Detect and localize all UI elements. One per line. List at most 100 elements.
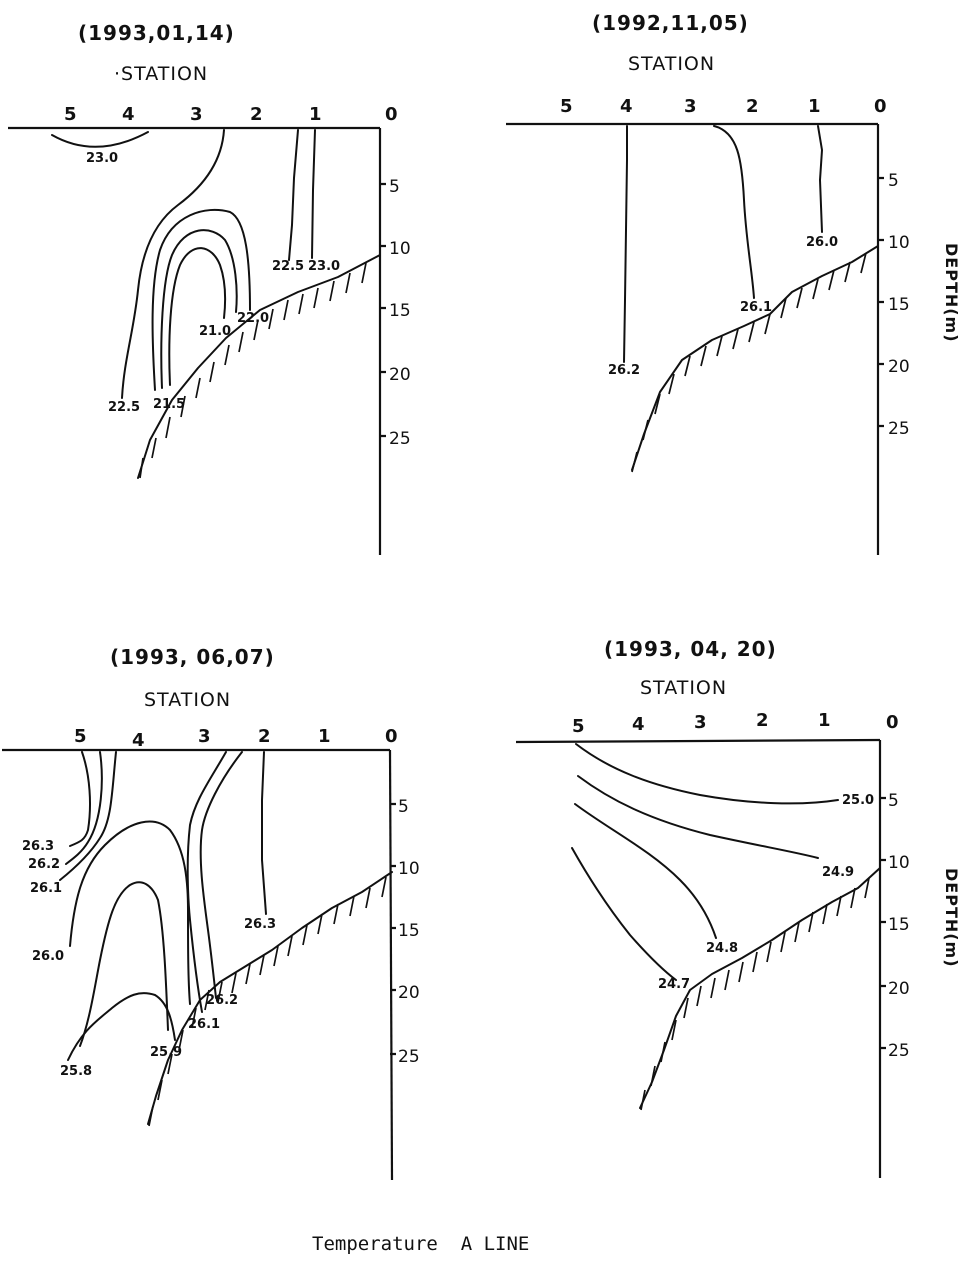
panel-date: (1992,11,05) <box>592 11 749 35</box>
station-tick-2: 2 <box>258 726 271 747</box>
depth-tick-labels: 5 10 15 20 25 <box>888 171 910 439</box>
station-tick-3: 3 <box>694 712 707 733</box>
isotherm-label: 26.1 <box>30 881 62 896</box>
isotherm-line-24-9 <box>578 776 818 858</box>
station-label: STATION <box>144 689 231 711</box>
station-tick-4: 4 <box>132 730 145 751</box>
isotherm-labels: 26.0 26.1 26.2 <box>608 235 838 378</box>
isotherm-label: 25.0 <box>842 793 874 808</box>
isotherm-lines <box>572 744 838 980</box>
station-tick-5: 5 <box>64 104 77 125</box>
station-tick-5: 5 <box>74 726 87 747</box>
station-tick-0: 0 <box>874 96 887 117</box>
panel-1992-11-05: (1992,11,05) STATION 5 4 3 2 1 0 5 10 15… <box>506 11 961 555</box>
depth-tick-5: 5 <box>888 171 899 191</box>
isotherm-label: 24.8 <box>706 941 738 956</box>
isotherm-label: 25.8 <box>60 1064 92 1079</box>
panel-date: (1993,01,14) <box>78 21 235 45</box>
depth-tick-labels: 5 10 15 20 25 <box>398 797 420 1067</box>
isotherm-line-26-1 <box>714 126 754 298</box>
isotherm-label: 23.0 <box>308 259 340 274</box>
isotherm-line-25-0 <box>576 744 838 803</box>
isotherm-label: 22.0 <box>237 311 269 326</box>
depth-tick-15: 15 <box>398 921 420 941</box>
station-tick-4: 4 <box>620 96 633 117</box>
seabed-hatching <box>641 878 869 1110</box>
isotherm-line-22-5-right <box>289 130 298 260</box>
isotherm-label: 26.3 <box>22 839 54 854</box>
depth-tick-25: 25 <box>389 429 411 449</box>
isotherm-line-23-0-right <box>312 130 315 258</box>
depth-tick-10: 10 <box>888 853 910 873</box>
isotherm-line-26-0 <box>70 822 190 1004</box>
depth-tick-20: 20 <box>398 983 420 1003</box>
depth-axis-label: DEPTH(m) <box>942 243 961 343</box>
depth-tick-25: 25 <box>888 419 910 439</box>
panel-1993-04-20: (1993, 04, 20) STATION 5 4 3 2 1 0 5 10 … <box>516 637 961 1178</box>
depth-tick-25: 25 <box>398 1047 420 1067</box>
depth-tick-5: 5 <box>888 791 899 811</box>
station-tick-5: 5 <box>572 716 585 737</box>
station-tick-5: 5 <box>560 96 573 117</box>
isotherm-label: 22.5 <box>272 259 304 274</box>
station-tick-labels: 5 4 3 2 1 0 <box>560 96 887 117</box>
station-tick-3: 3 <box>190 104 203 125</box>
seabed-profile <box>148 872 392 1124</box>
isotherm-label: 26.1 <box>188 1017 220 1032</box>
station-tick-labels: 5 4 3 2 1 0 <box>64 104 398 125</box>
depth-tick-20: 20 <box>888 357 910 377</box>
seabed-hatching <box>632 253 866 472</box>
depth-tick-10: 10 <box>389 239 411 259</box>
isotherm-line-26-2 <box>624 126 627 362</box>
station-tick-3: 3 <box>198 726 211 747</box>
surface-axis <box>516 740 880 742</box>
depth-tick-labels: 5 10 15 20 25 <box>888 791 910 1061</box>
depth-tick-labels: 5 10 15 20 25 <box>389 177 411 449</box>
station-tick-4: 4 <box>632 714 645 735</box>
isotherm-label: 22.5 <box>108 400 140 415</box>
figure-caption: Temperature A LINE <box>312 1233 529 1255</box>
isotherm-line-24-8 <box>575 804 716 938</box>
depth-tick-10: 10 <box>398 859 420 879</box>
isotherm-label: 26.3 <box>244 917 276 932</box>
station-tick-1: 1 <box>808 96 821 117</box>
depth-tick-20: 20 <box>389 365 411 385</box>
isotherm-line-26-2-left <box>66 752 102 864</box>
seabed-hatching <box>149 877 386 1126</box>
isotherm-line-26-1-right <box>188 752 226 1012</box>
isotherm-line-22-0 <box>153 210 250 390</box>
panel-1993-06-07: (1993, 06,07) STATION 5 4 3 2 1 0 5 10 1… <box>2 645 420 1180</box>
depth-tick-15: 15 <box>888 295 910 315</box>
isotherm-line-26-3-left <box>70 752 90 846</box>
station-tick-2: 2 <box>746 96 759 117</box>
seabed-hatching <box>140 263 366 478</box>
isotherm-label: 21.5 <box>153 397 185 412</box>
station-tick-0: 0 <box>886 712 899 733</box>
isotherm-line-25-9 <box>80 882 168 1046</box>
panel-date: (1993, 06,07) <box>110 645 275 669</box>
station-label: ·STATION <box>114 63 208 85</box>
isotherm-lines <box>624 126 822 362</box>
isotherm-label: 23.0 <box>86 151 118 166</box>
station-tick-3: 3 <box>684 96 697 117</box>
isotherm-label: 26.0 <box>806 235 838 250</box>
isotherm-line-26-0 <box>818 126 822 232</box>
station-tick-2: 2 <box>756 710 769 731</box>
depth-axis <box>390 750 392 1180</box>
panel-1993-01-14: (1993,01,14) ·STATION 5 4 3 2 1 0 5 10 1… <box>8 21 411 555</box>
seabed-profile <box>632 246 878 470</box>
station-tick-0: 0 <box>385 104 398 125</box>
isotherm-label: 26.2 <box>28 857 60 872</box>
depth-tick-5: 5 <box>398 797 409 817</box>
isotherm-label: 26.0 <box>32 949 64 964</box>
isotherm-label: 21.0 <box>199 324 231 339</box>
isotherm-line-26-2-right <box>201 752 242 998</box>
station-tick-1: 1 <box>818 710 831 731</box>
isotherm-line-26-3-right <box>262 752 266 914</box>
isotherm-label: 26.2 <box>608 363 640 378</box>
depth-tick-20: 20 <box>888 979 910 999</box>
station-tick-labels: 5 4 3 2 1 0 <box>572 710 899 737</box>
isotherm-label: 25.9 <box>150 1045 182 1060</box>
isotherm-line-21-0 <box>169 248 225 385</box>
depth-tick-15: 15 <box>389 301 411 321</box>
